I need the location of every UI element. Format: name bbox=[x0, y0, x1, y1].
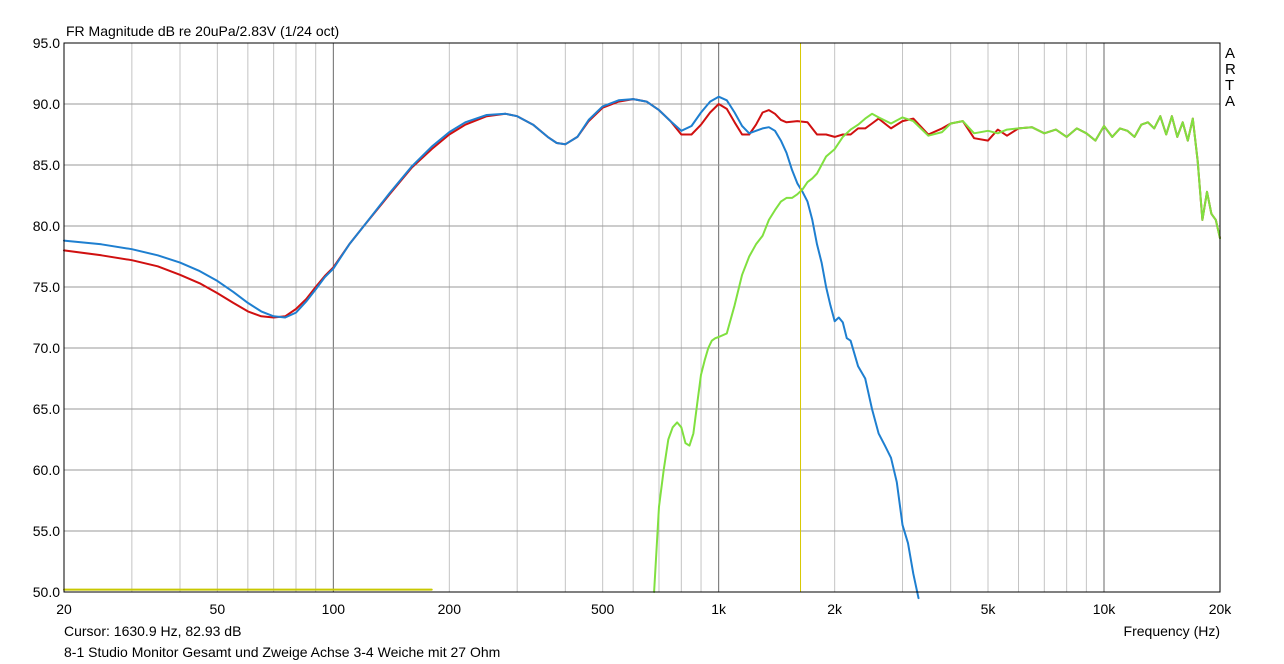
x-axis-label: Frequency (Hz) bbox=[1124, 623, 1220, 639]
x-tick-label: 100 bbox=[322, 601, 346, 617]
y-tick-label: 55.0 bbox=[33, 523, 60, 539]
arta-brand-letter-t: T bbox=[1225, 77, 1234, 94]
y-tick-label: 85.0 bbox=[33, 157, 60, 173]
x-tick-label: 2k bbox=[827, 601, 843, 617]
y-tick-label: 75.0 bbox=[33, 279, 60, 295]
x-tick-label: 50 bbox=[210, 601, 226, 617]
y-tick-label: 50.0 bbox=[33, 584, 60, 600]
series-line-2 bbox=[63, 95, 920, 600]
series-line-3 bbox=[653, 112, 1221, 593]
y-tick-label: 70.0 bbox=[33, 340, 60, 356]
x-tick-label: 500 bbox=[591, 601, 615, 617]
x-tick-label: 10k bbox=[1093, 601, 1117, 617]
chart-grid bbox=[64, 43, 1220, 592]
y-tick-label: 95.0 bbox=[33, 35, 60, 51]
plot-frame bbox=[63, 42, 1221, 593]
chart-title: FR Magnitude dB re 20uPa/2.83V (1/24 oct… bbox=[66, 23, 339, 39]
cursor-readout: Cursor: 1630.9 Hz, 82.93 dB bbox=[64, 623, 241, 639]
measurement-description: 8-1 Studio Monitor Gesamt und Zweige Ach… bbox=[64, 644, 500, 660]
arta-brand-letter-r: R bbox=[1225, 61, 1236, 78]
y-tick-label: 65.0 bbox=[33, 401, 60, 417]
x-tick-label: 20k bbox=[1209, 601, 1233, 617]
y-axis-ticks: 95.0 90.0 85.0 80.0 75.0 70.0 65.0 60.0 55.0 50.0 bbox=[33, 35, 60, 600]
x-axis-ticks: 20 50 100 200 500 1k 2k 5k 10k 20k bbox=[56, 601, 1232, 617]
arta-brand-letter-a1: A bbox=[1225, 45, 1235, 62]
y-tick-label: 90.0 bbox=[33, 96, 60, 112]
x-tick-label: 20 bbox=[56, 601, 72, 617]
x-tick-label: 5k bbox=[981, 601, 997, 617]
arta-brand-letter-a2: A bbox=[1225, 93, 1235, 110]
x-tick-label: 200 bbox=[438, 601, 462, 617]
y-tick-label: 80.0 bbox=[33, 218, 60, 234]
x-tick-label: 1k bbox=[711, 601, 727, 617]
chart-series-group bbox=[63, 95, 1221, 600]
y-tick-label: 60.0 bbox=[33, 462, 60, 478]
